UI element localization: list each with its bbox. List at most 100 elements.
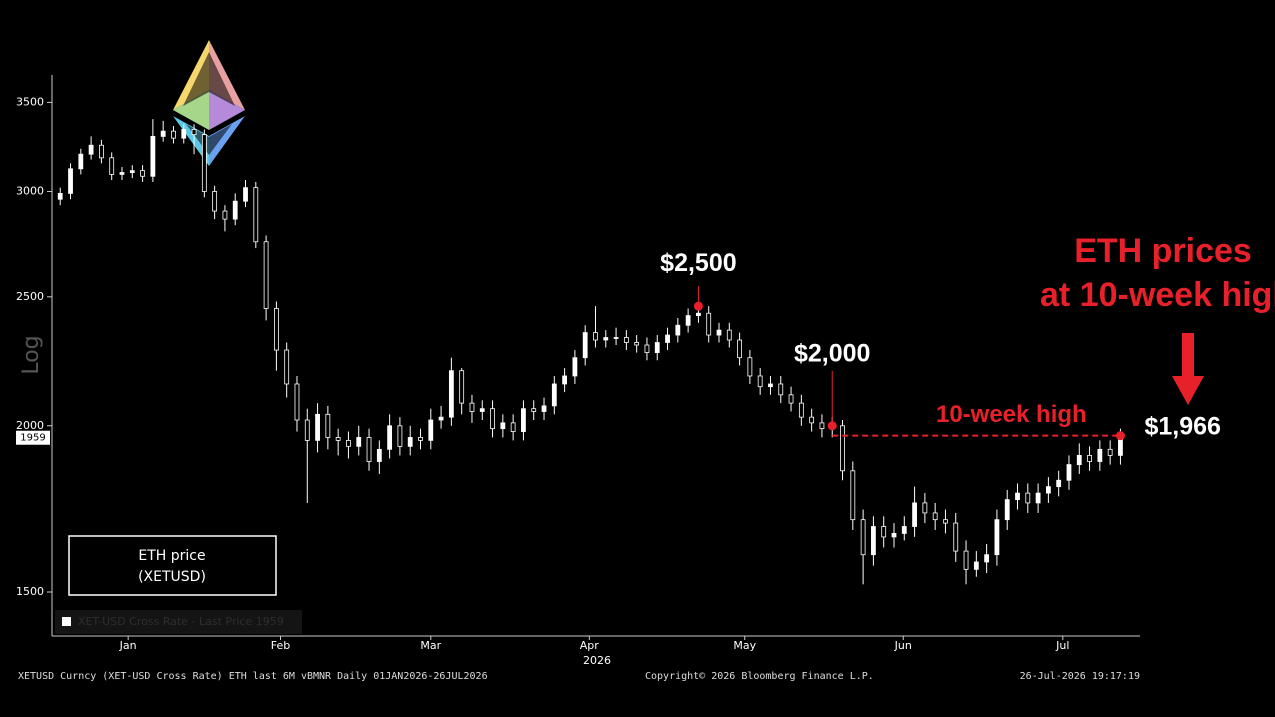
candle-body (1066, 464, 1072, 481)
candle-body (57, 193, 63, 200)
candle-body (201, 134, 207, 192)
candle-body (891, 533, 897, 538)
candle-body (1015, 492, 1020, 501)
candle-body (623, 337, 629, 343)
candle-body (171, 130, 176, 139)
candle-body (150, 136, 156, 177)
last-price-tag (16, 430, 50, 445)
eth-logo (173, 40, 245, 166)
candle-body (860, 519, 866, 556)
y-axis-label: Log (19, 335, 44, 374)
candle-body (1004, 499, 1010, 521)
candle-body (273, 308, 279, 351)
candle-body (943, 519, 948, 524)
candle-body (253, 187, 259, 243)
candle-body (665, 334, 670, 343)
candle-body (438, 416, 444, 421)
candle-body (716, 329, 722, 336)
candle-body (191, 129, 197, 136)
candle-body (109, 157, 115, 175)
candle-body (304, 419, 310, 441)
candle-body (973, 561, 979, 570)
candle-body (768, 383, 773, 388)
candle-body (459, 370, 465, 404)
candle-body (366, 437, 372, 462)
candle-body (490, 408, 495, 430)
x-tick-label: Jan (119, 639, 137, 652)
candle-body (654, 342, 660, 353)
candle-body (1045, 486, 1051, 494)
candle-body (88, 144, 94, 155)
candle-body (840, 425, 845, 472)
candle-body (263, 241, 269, 309)
x-tick-label: Apr (580, 639, 600, 652)
candle-body (1076, 455, 1082, 465)
candle-body (376, 448, 382, 462)
candle-body (726, 329, 732, 341)
candle-body (160, 130, 166, 137)
candle-body (757, 375, 763, 388)
candle-body (119, 172, 125, 175)
candle-body (68, 168, 73, 194)
x-tick-label: Feb (271, 639, 290, 652)
candle-body (294, 383, 300, 421)
candle-body (696, 312, 701, 317)
candle-body (922, 502, 928, 514)
candle-body (963, 550, 969, 570)
candle-body (315, 413, 320, 441)
legend-entry: XET-USD Cross Rate - Last Price 1959 (78, 615, 284, 628)
candle-body (706, 312, 712, 336)
candle-body (603, 337, 609, 341)
candle-body (387, 425, 393, 450)
annotation-label: $2,000 (794, 339, 870, 367)
candle-body (500, 422, 506, 430)
candle-body (212, 191, 218, 212)
y-tick-label: 2500 (16, 290, 44, 303)
candle-body (901, 526, 907, 534)
candle-body (1087, 455, 1092, 462)
candle-body (78, 153, 84, 170)
candle-body (181, 129, 187, 139)
candle-body (356, 437, 362, 447)
y-tick-label: 2000 (16, 419, 44, 432)
candle-body (809, 416, 815, 424)
candle-body (521, 408, 526, 432)
candle-body (613, 337, 619, 339)
x-tick-label: May (733, 639, 756, 652)
candle-body (572, 357, 578, 377)
candle-body (798, 402, 804, 418)
candle-body (541, 405, 547, 412)
candle-body (140, 170, 145, 177)
candle-body (994, 519, 1000, 556)
candle-body (881, 526, 887, 538)
candle-body (1107, 448, 1113, 456)
candle-body (778, 383, 784, 396)
candle-body (407, 437, 413, 447)
candle-body (644, 344, 650, 353)
candle-body (335, 437, 341, 441)
candle-body (284, 349, 290, 385)
last-price-label: 1959 (20, 433, 45, 444)
candle-body (397, 425, 403, 447)
annotation-label: $2,500 (660, 249, 736, 277)
annotation-dot (1115, 431, 1125, 441)
candle-body (510, 422, 516, 432)
candle-body (448, 370, 454, 418)
candles (57, 119, 1123, 585)
candle-body (418, 437, 423, 441)
y-tick-label: 3500 (16, 95, 44, 108)
y-tick-label: 3000 (16, 184, 44, 197)
footer-left: XETUSD Curncy (XET-USD Cross Rate) ETH l… (18, 671, 488, 682)
candle-body (747, 357, 753, 377)
year-label: 2026 (583, 654, 611, 667)
candle-body (325, 413, 331, 438)
candle-body (428, 419, 434, 441)
candle-body (479, 408, 485, 412)
candle-body (737, 339, 742, 359)
x-tick-label: Jun (894, 639, 912, 652)
candle-body (953, 522, 959, 552)
candle-body (871, 526, 876, 556)
footer-right: 26-Jul-2026 19:17:19 (1020, 671, 1140, 682)
